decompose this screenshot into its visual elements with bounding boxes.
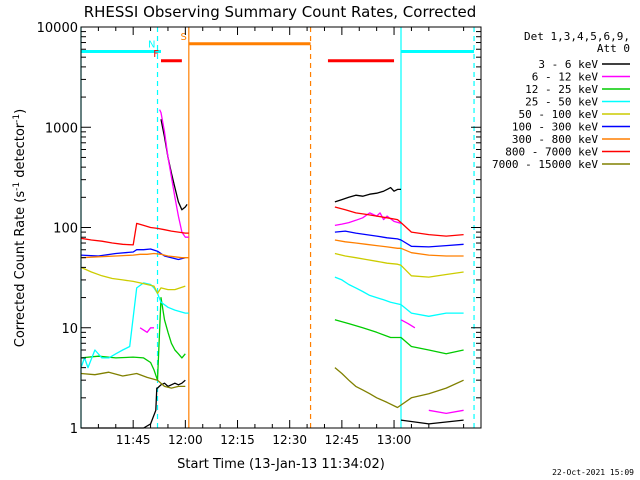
flag-bars: NF S <box>81 32 475 63</box>
series-line <box>80 248 186 261</box>
x-axis-label: Start Time (13-Jan-13 11:34:02) <box>177 457 385 472</box>
series-line <box>80 222 189 246</box>
series-line <box>80 371 186 389</box>
flag-label: N <box>148 39 155 50</box>
y-tick-label: 10 <box>61 322 78 337</box>
series-line <box>81 379 186 429</box>
timestamp: 22-Oct-2021 15:09 <box>552 468 634 477</box>
y-axis-label: Corrected Count Rate (s-1 detector-1) <box>12 109 28 347</box>
legend-header-line-1: Det 1,3,4,5,6,9, <box>524 30 630 43</box>
y-axis: 1 10 100 1000 10000 <box>37 21 481 437</box>
legend-label: 7000 - 15000 keV <box>492 158 598 171</box>
flag-label: F <box>153 49 159 60</box>
series-line <box>334 367 464 409</box>
legend-label: 25 - 50 keV <box>525 96 598 109</box>
series-line <box>334 230 464 248</box>
x-tick-label: 12:00 <box>168 433 203 447</box>
series-line <box>334 276 464 317</box>
series-line <box>139 327 154 333</box>
series-line <box>334 252 464 278</box>
y-tick-label: 1 <box>70 422 78 437</box>
series-line <box>400 319 416 329</box>
series-line <box>428 409 464 415</box>
x-tick-label: 11:45 <box>116 433 151 447</box>
series-line <box>334 186 401 203</box>
series-line <box>334 239 464 257</box>
legend-label: 12 - 25 keV <box>525 83 598 96</box>
x-axis: 11:45 12:00 12:15 12:30 12:45 13:00 <box>97 27 482 447</box>
series-line <box>80 296 186 381</box>
x-tick-label: 12:45 <box>325 433 360 447</box>
flag-label: S <box>180 32 186 43</box>
series-line <box>400 419 464 425</box>
series-line <box>334 206 464 237</box>
series-line <box>80 282 189 369</box>
x-tick-label: 12:30 <box>272 433 307 447</box>
series-line <box>80 266 186 295</box>
y-tick-label: 100 <box>53 222 78 237</box>
legend-label: 50 - 100 keV <box>519 108 599 121</box>
legend-header-line-2: Att 0 <box>597 42 630 55</box>
y-tick-label: 10000 <box>37 21 78 36</box>
y-tick-label: 1000 <box>45 121 78 136</box>
x-tick-label: 13:00 <box>377 433 412 447</box>
legend-label: 300 - 800 keV <box>512 133 598 146</box>
series-line <box>334 319 464 355</box>
x-tick-label: 12:15 <box>220 433 255 447</box>
chart-title: RHESSI Observing Summary Count Rates, Co… <box>84 3 477 21</box>
series-lines <box>80 109 464 429</box>
legend-label: 800 - 7000 keV <box>505 146 598 159</box>
series-line <box>334 212 402 227</box>
legend-label: 3 - 6 keV <box>538 58 598 71</box>
legend-label: 100 - 300 keV <box>512 121 598 134</box>
legend-label: 6 - 12 keV <box>532 71 599 84</box>
series-line <box>159 109 189 238</box>
series-line <box>80 252 189 259</box>
